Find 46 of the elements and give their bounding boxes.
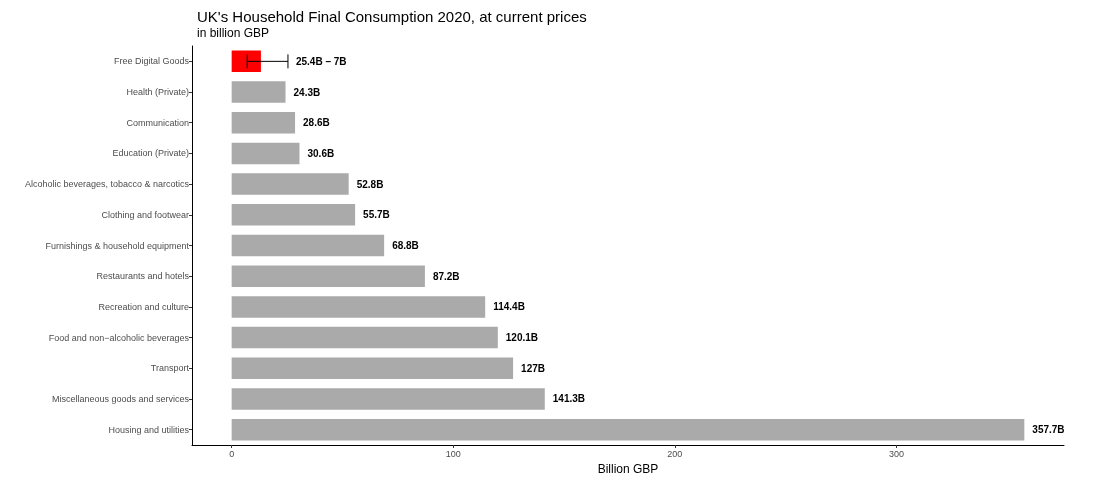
y-tick-label: Free Digital Goods [113,56,190,67]
y-tick-label: Recreation and culture [98,301,189,312]
data-label: 55.7B [363,209,390,221]
y-tick-label: Alcoholic beverages, tobacco & narcotics [24,179,190,190]
y-tick-label: Communication [126,117,189,128]
y-tick-label: Housing and utilities [108,424,190,435]
bar [231,265,425,287]
chart-subtitle: in billion GBP [197,26,270,40]
bar [231,142,300,165]
bar [231,418,1025,441]
y-tick-label: Clothing and footwear [101,209,189,220]
y-tick-label: Food and non−alcoholic beverages [48,332,190,343]
data-label: 87.2B [432,270,460,282]
y-tick-label: Education (Private) [112,148,189,159]
annotation: 25.4B – 7B [295,55,347,67]
data-label: 68.8B [392,240,419,251]
data-label: 24.3B [293,86,321,98]
data-label: 28.6B [303,117,330,129]
bar [231,357,514,380]
data-label: 357.7B [1032,424,1065,436]
y-tick-label: Health (Private) [126,87,189,98]
bar [231,111,296,134]
y-tick-label: Transport [150,363,190,374]
bar [231,173,349,195]
data-label: 30.6B [307,147,335,159]
bar [231,326,498,349]
data-label: 52.8B [356,178,384,190]
x-tick-label: 0 [229,448,235,459]
x-tick-label: 300 [888,448,904,459]
bar [231,204,356,226]
y-tick-label: Furnishings & household equipment [45,240,190,251]
bar [231,296,486,318]
x-axis-title: Billion GBP [597,462,659,476]
data-label: 120.1B [505,332,539,344]
x-tick-label: 200 [667,448,683,459]
bar [231,388,545,410]
x-tick-label: 100 [445,448,461,459]
data-label: 114.4B [493,301,525,313]
y-tick-label: Miscellaneous goods and services [51,393,190,404]
chart-title: UK's Household Final Consumption 2020, at current prices [197,8,587,25]
bar [231,234,385,257]
bar [231,81,286,103]
bar [231,50,261,73]
y-tick-label: Restaurants and hotels [96,271,190,282]
data-label: 141.3B [552,393,586,405]
data-label: 127B [521,362,546,374]
